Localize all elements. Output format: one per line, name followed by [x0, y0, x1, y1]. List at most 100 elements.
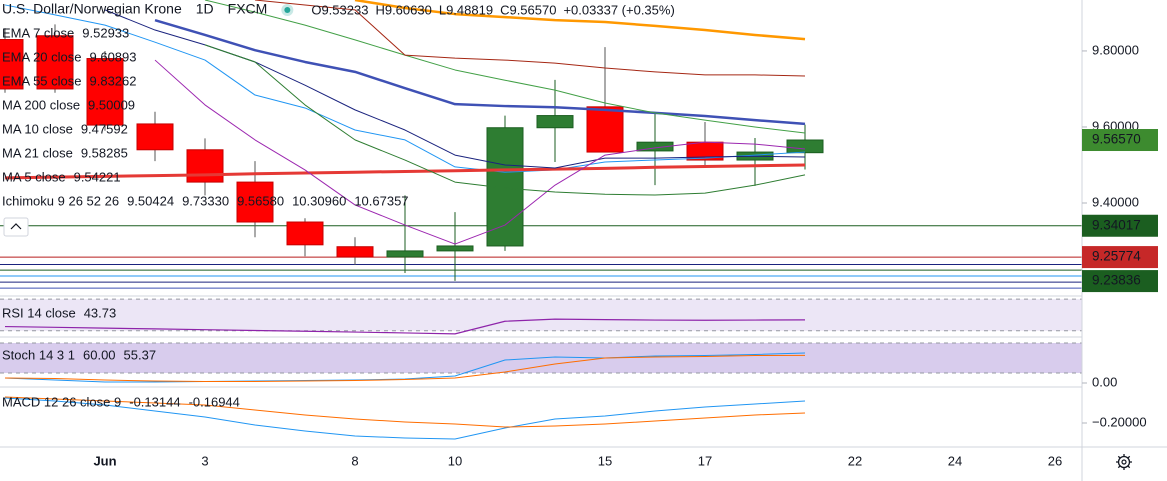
indicator-line [4, 318, 806, 335]
indicator-line [4, 354, 806, 382]
indicator-line [154, 18, 806, 126]
ohlc-value: 9.53233 [321, 2, 368, 17]
study-value: 9.58285 [81, 145, 128, 160]
study-name: MA 5 close [2, 169, 66, 184]
indicator-line [4, 397, 806, 440]
x-tick-label: 22 [848, 453, 862, 468]
indicator-line [354, 0, 806, 41]
x-tick-label: Jun [93, 453, 116, 468]
rsi-band [0, 299, 1082, 331]
price-change: +0.03337 (+0.35%) [563, 2, 674, 17]
study-name: Ichimoku 9 26 52 26 [2, 193, 119, 208]
study-value: 9.47592 [81, 121, 128, 136]
study-name: MA 10 close [2, 121, 73, 136]
indicator-panes [4, 318, 806, 440]
settings-button[interactable] [1116, 454, 1132, 470]
study-name: EMA 7 close [2, 25, 74, 40]
candle-body [236, 181, 274, 223]
candle-body [36, 35, 74, 90]
price-badge [1082, 129, 1158, 152]
candle-body [336, 246, 374, 258]
gear-hub [1121, 459, 1127, 465]
gear-teeth [1116, 454, 1132, 470]
study-name: MA 21 close [2, 145, 73, 160]
ohlc-value: 9.60630 [385, 2, 432, 17]
x-tick-label: 8 [351, 453, 358, 468]
study-value: 10.67357 [354, 193, 408, 208]
study-value: 9.60893 [90, 49, 137, 64]
ohlc-key: H [375, 2, 384, 17]
indicator-line [154, 59, 806, 245]
x-tick-label: 17 [698, 453, 712, 468]
candle-body [636, 141, 674, 152]
candle-body [436, 245, 474, 252]
collapse-box[interactable] [3, 217, 29, 237]
x-tick-label: 24 [948, 453, 962, 468]
price-badge-label: 9.25774 [1092, 249, 1141, 264]
study-name: Stoch 14 3 1 [2, 347, 75, 362]
study-value: -0.16944 [189, 394, 240, 409]
study-value: 9.83262 [90, 73, 137, 88]
study-value: 10.30960 [292, 193, 346, 208]
indicator-line [4, 4, 806, 173]
collapse-chevron [10, 223, 22, 230]
study-value: 9.54221 [74, 169, 121, 184]
price-badge-label: 9.56570 [1092, 132, 1141, 147]
ohlc-value: 9.48819 [446, 2, 493, 17]
candle-body [386, 250, 424, 258]
y-tick-label: −0.20000 [1092, 414, 1147, 429]
y-tick-label: 0.00 [1092, 374, 1117, 389]
ohlc-value: 9.56570 [509, 2, 556, 17]
study-value: 9.73330 [182, 193, 229, 208]
market-status-dot-core [284, 7, 291, 13]
study-name: MACD 12 26 close 9 [2, 394, 121, 409]
candle-body [536, 115, 574, 129]
study-value: 43.73 [84, 305, 117, 320]
study-value: 9.50424 [127, 193, 174, 208]
candle-body [786, 139, 824, 154]
candle-body [286, 221, 324, 246]
x-tick-label: 3 [201, 453, 208, 468]
source: FXCM [228, 1, 268, 17]
panes [0, 298, 1082, 374]
interval: 1D [196, 1, 214, 17]
x-tick-label: 15 [598, 453, 612, 468]
ohlc-key: O [311, 2, 321, 17]
candle-body [186, 149, 224, 183]
price-badge [1082, 270, 1158, 293]
price-badge-label: 9.34017 [1092, 217, 1141, 232]
candle-body [86, 58, 124, 126]
price-badge [1082, 214, 1158, 237]
legend: U.S. Dollar/Norwegian Krone 1D FXCM O 9.5323… [2, 1, 675, 410]
indicator-line [204, 44, 806, 196]
study-name: EMA 20 close [2, 49, 82, 64]
study-name: MA 200 close [2, 97, 80, 112]
candle-body [586, 106, 624, 153]
study-value: 55.37 [124, 347, 157, 362]
study-value: -0.13144 [129, 394, 180, 409]
study-value: 9.50009 [88, 97, 135, 112]
x-tick-label: 10 [448, 453, 462, 468]
price-badge [1082, 246, 1158, 269]
price-pane [0, 0, 1082, 289]
x-tick-label: 26 [1048, 453, 1062, 468]
study-name: EMA 55 close [2, 73, 82, 88]
indicator-line [204, 0, 806, 134]
symbol-title: U.S. Dollar/Norwegian Krone [2, 1, 182, 17]
study-value: 60.00 [83, 347, 116, 362]
study-name: RSI 14 close [2, 305, 76, 320]
price-badge-label: 9.23836 [1092, 273, 1141, 288]
ohlc-key: C [500, 2, 509, 17]
candle-body [136, 123, 174, 151]
y-tick-label: 9.80000 [1092, 42, 1139, 57]
y-tick-label: 9.40000 [1092, 194, 1139, 209]
ohlc-key: L [439, 2, 446, 17]
indicator-line [254, 0, 806, 77]
candle-body [0, 39, 24, 90]
study-value: 9.52933 [82, 25, 129, 40]
collapse-button[interactable] [3, 217, 29, 237]
indicator-line [4, 396, 806, 428]
